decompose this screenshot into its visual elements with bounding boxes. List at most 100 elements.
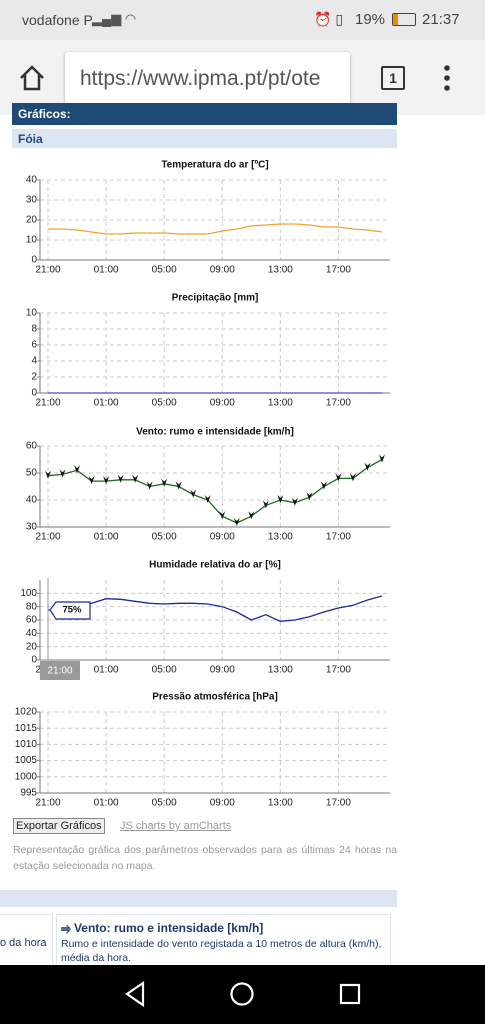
wind-marker	[364, 462, 371, 471]
y-tick-label: 4	[31, 356, 37, 367]
section-title: Gráficos:	[18, 107, 71, 121]
home-nav-button[interactable]	[230, 982, 254, 1006]
x-tick-label: 09:00	[210, 798, 235, 809]
tooltip-label: 75%	[62, 605, 82, 616]
y-tick-label: 50	[26, 468, 38, 479]
x-tick-label: 13:00	[268, 398, 293, 409]
y-tick-label: 60	[26, 441, 38, 452]
wind-marker	[291, 497, 298, 506]
wind-marker	[117, 474, 124, 483]
credit-link[interactable]: JS charts by amCharts	[120, 820, 232, 832]
wind-marker	[335, 473, 342, 482]
url: https://www.ipma.pt/pt/ote	[80, 67, 321, 90]
wind-marker	[45, 470, 51, 479]
wind-marker	[233, 517, 240, 526]
menu-button[interactable]	[440, 64, 454, 92]
y-tick-label: 40	[26, 495, 38, 506]
station-name: Fóia	[18, 132, 43, 146]
wind-marker	[379, 454, 385, 463]
x-tick-label: 09:00	[210, 532, 235, 543]
x-tick-label: 05:00	[152, 665, 177, 676]
x-tick-label: 13:00	[268, 532, 293, 543]
divider-bar	[0, 890, 397, 907]
y-tick-label: 1015	[15, 723, 38, 734]
chart-title: Precipitação [mm]	[172, 293, 259, 304]
wind-marker	[349, 473, 356, 482]
y-tick-label: 20	[26, 215, 38, 226]
wind-marker	[248, 511, 255, 520]
cursor-label: 21:00	[47, 666, 72, 677]
x-tick-label: 21:00	[35, 265, 60, 276]
address-bar[interactable]: https://www.ipma.pt/pt/ote	[65, 52, 350, 104]
x-tick-label: 21:00	[35, 398, 60, 409]
wind-marker	[59, 469, 66, 478]
data-line	[47, 458, 383, 524]
battery-icon	[392, 13, 416, 26]
y-tick-label: 1020	[15, 707, 38, 718]
y-tick-label: 0	[31, 388, 37, 399]
x-tick-label: 01:00	[94, 265, 119, 276]
x-tick-label: 17:00	[326, 398, 351, 409]
info-card-text: Rumo e intensidade do vento registada a …	[61, 938, 382, 964]
home-button[interactable]	[18, 64, 46, 92]
wind-marker	[204, 495, 211, 503]
x-tick-label: 21:00	[35, 532, 60, 543]
y-tick-label: 20	[26, 641, 38, 652]
x-tick-label: 05:00	[152, 532, 177, 543]
x-tick-label: 13:00	[268, 665, 293, 676]
y-tick-label: 100	[20, 588, 37, 599]
wind-marker	[161, 478, 168, 487]
y-tick-label: 1005	[15, 755, 38, 766]
wind-marker	[219, 511, 226, 520]
signal-icon: ▂▄▆ ◠	[92, 11, 137, 26]
clock: 21:37	[422, 11, 460, 28]
chart-title: Temperatura do ar [ºC]	[161, 160, 268, 171]
wind-marker	[103, 476, 110, 485]
y-tick-label: 1010	[15, 739, 38, 750]
y-tick-label: 1000	[15, 771, 38, 782]
x-tick-label: 13:00	[268, 798, 293, 809]
back-button[interactable]	[125, 980, 145, 1008]
status-icons: ⏰ ▯	[314, 11, 344, 27]
x-tick-label: 13:00	[268, 265, 293, 276]
wind-marker	[306, 492, 313, 501]
y-tick-label: 995	[20, 788, 37, 799]
wind-marker	[132, 474, 139, 483]
chart-title: Pressão atmosférica [hPa]	[152, 692, 278, 703]
carrier: vodafone P	[22, 12, 93, 28]
navigation-buttons	[125, 980, 361, 1008]
x-tick-label: 09:00	[210, 665, 235, 676]
description: Representação gráfica dos parâmetros obs…	[13, 844, 397, 872]
y-tick-label: 2	[31, 372, 37, 383]
y-tick-label: 60	[26, 615, 38, 626]
wind-icon: ⥤	[61, 921, 74, 935]
station-bar: Fóia	[12, 129, 397, 148]
wind-marker	[175, 481, 182, 490]
recents-button[interactable]	[339, 983, 361, 1005]
y-tick-label: 80	[26, 601, 38, 612]
x-tick-label: 05:00	[152, 798, 177, 809]
section-header: Gráficos:	[12, 103, 397, 125]
y-tick-label: 8	[31, 324, 37, 335]
y-tick-label: 6	[31, 340, 37, 351]
tab-switcher[interactable]: 1	[381, 66, 405, 90]
y-tick-label: 10	[26, 308, 38, 319]
wind-marker	[262, 500, 269, 509]
y-tick-label: 30	[26, 522, 38, 533]
wind-marker	[190, 489, 197, 498]
x-tick-label: 05:00	[152, 265, 177, 276]
wind-marker	[320, 481, 327, 490]
chart-title: Vento: rumo e intensidade [km/h]	[136, 427, 294, 438]
x-tick-label: 05:00	[152, 398, 177, 409]
info-card-text: o da hora	[0, 937, 47, 949]
wind-marker	[74, 465, 81, 474]
info-card-title-text: Vento: rumo e intensidade [km/h]	[73, 921, 264, 935]
y-tick-label: 40	[26, 628, 38, 639]
x-tick-label: 01:00	[94, 665, 119, 676]
x-tick-label: 17:00	[326, 532, 351, 543]
export-button[interactable]: Exportar Gráficos	[13, 818, 105, 834]
info-card: o da hora	[0, 914, 53, 966]
x-tick-label: 01:00	[94, 398, 119, 409]
